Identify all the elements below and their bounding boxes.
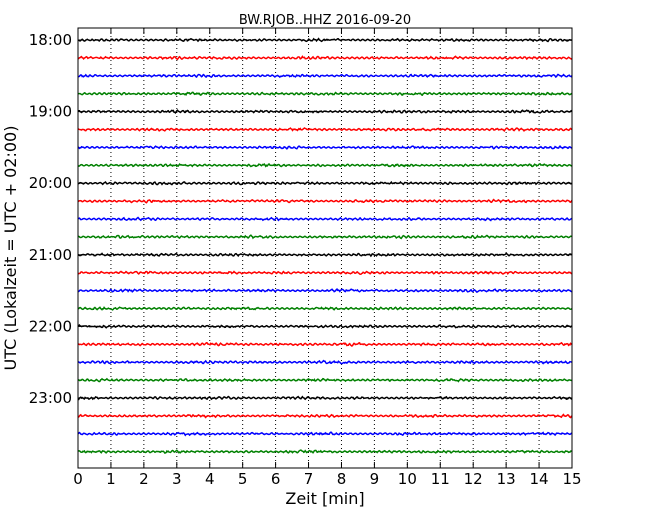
seismic-trace [78, 73, 573, 79]
seismic-trace [77, 180, 573, 186]
seismic-trace [77, 413, 573, 419]
y-axis-label: UTC (Lokalzeit = UTC + 02:00) [1, 126, 20, 371]
seismic-trace [77, 216, 573, 222]
seismic-trace [77, 162, 573, 168]
seismic-trace [77, 234, 573, 240]
x-tick-label: 4 [205, 470, 215, 488]
seismic-trace [77, 109, 573, 114]
x-tick-label: 7 [304, 470, 314, 488]
x-tick-label: 13 [497, 470, 516, 488]
y-tick-label: 18:00 [29, 31, 72, 49]
seismic-trace [77, 37, 573, 43]
seismic-trace [77, 395, 573, 401]
chart-title: BW.RJOB..HHZ 2016-09-20 [239, 13, 411, 28]
x-tick-label: 8 [337, 470, 347, 488]
x-tick-label: 6 [271, 470, 281, 488]
y-tick-label: 22:00 [29, 317, 72, 335]
seismic-trace [77, 359, 573, 365]
x-tick-label: 1 [106, 470, 116, 488]
x-tick-label: 2 [139, 470, 149, 488]
seismic-trace [77, 306, 573, 311]
seismic-trace [77, 91, 573, 97]
y-tick-label: 21:00 [29, 246, 72, 264]
seismic-trace [77, 55, 573, 61]
seismic-trace [77, 252, 573, 258]
x-tick-label: 14 [530, 470, 549, 488]
seismic-trace [77, 270, 573, 276]
plot-frame [77, 27, 573, 469]
y-tick-label: 19:00 [29, 103, 72, 121]
x-tick-label: 3 [172, 470, 182, 488]
seismic-trace [77, 431, 573, 437]
seismic-trace [77, 341, 573, 347]
x-axis-label: Zeit [min] [285, 489, 364, 508]
x-tick-label: 9 [370, 470, 380, 488]
x-tick-label: 12 [464, 470, 483, 488]
x-tick-label: 10 [398, 470, 417, 488]
x-tick-label: 15 [562, 470, 581, 488]
seismic-trace [77, 377, 573, 383]
y-axis-ticks: 18:00 19:00 20:00 21:00 22:00 23:00 [29, 31, 572, 407]
seismic-trace [77, 127, 573, 133]
seismic-trace [77, 324, 573, 329]
x-tick-label: 5 [238, 470, 248, 488]
seismic-trace [77, 287, 573, 293]
y-tick-label: 23:00 [29, 389, 72, 407]
grid-lines [110, 28, 540, 468]
seismic-trace [77, 145, 573, 150]
x-axis-ticks: 0 1 2 3 4 5 6 7 8 9 10 11 12 13 14 15 [73, 28, 582, 488]
y-tick-label: 20:00 [29, 174, 72, 192]
x-tick-label: 11 [431, 470, 450, 488]
x-tick-label: 0 [73, 470, 83, 488]
seismic-trace [77, 198, 573, 204]
seismic-trace [77, 449, 573, 454]
seismic-traces [77, 37, 573, 454]
